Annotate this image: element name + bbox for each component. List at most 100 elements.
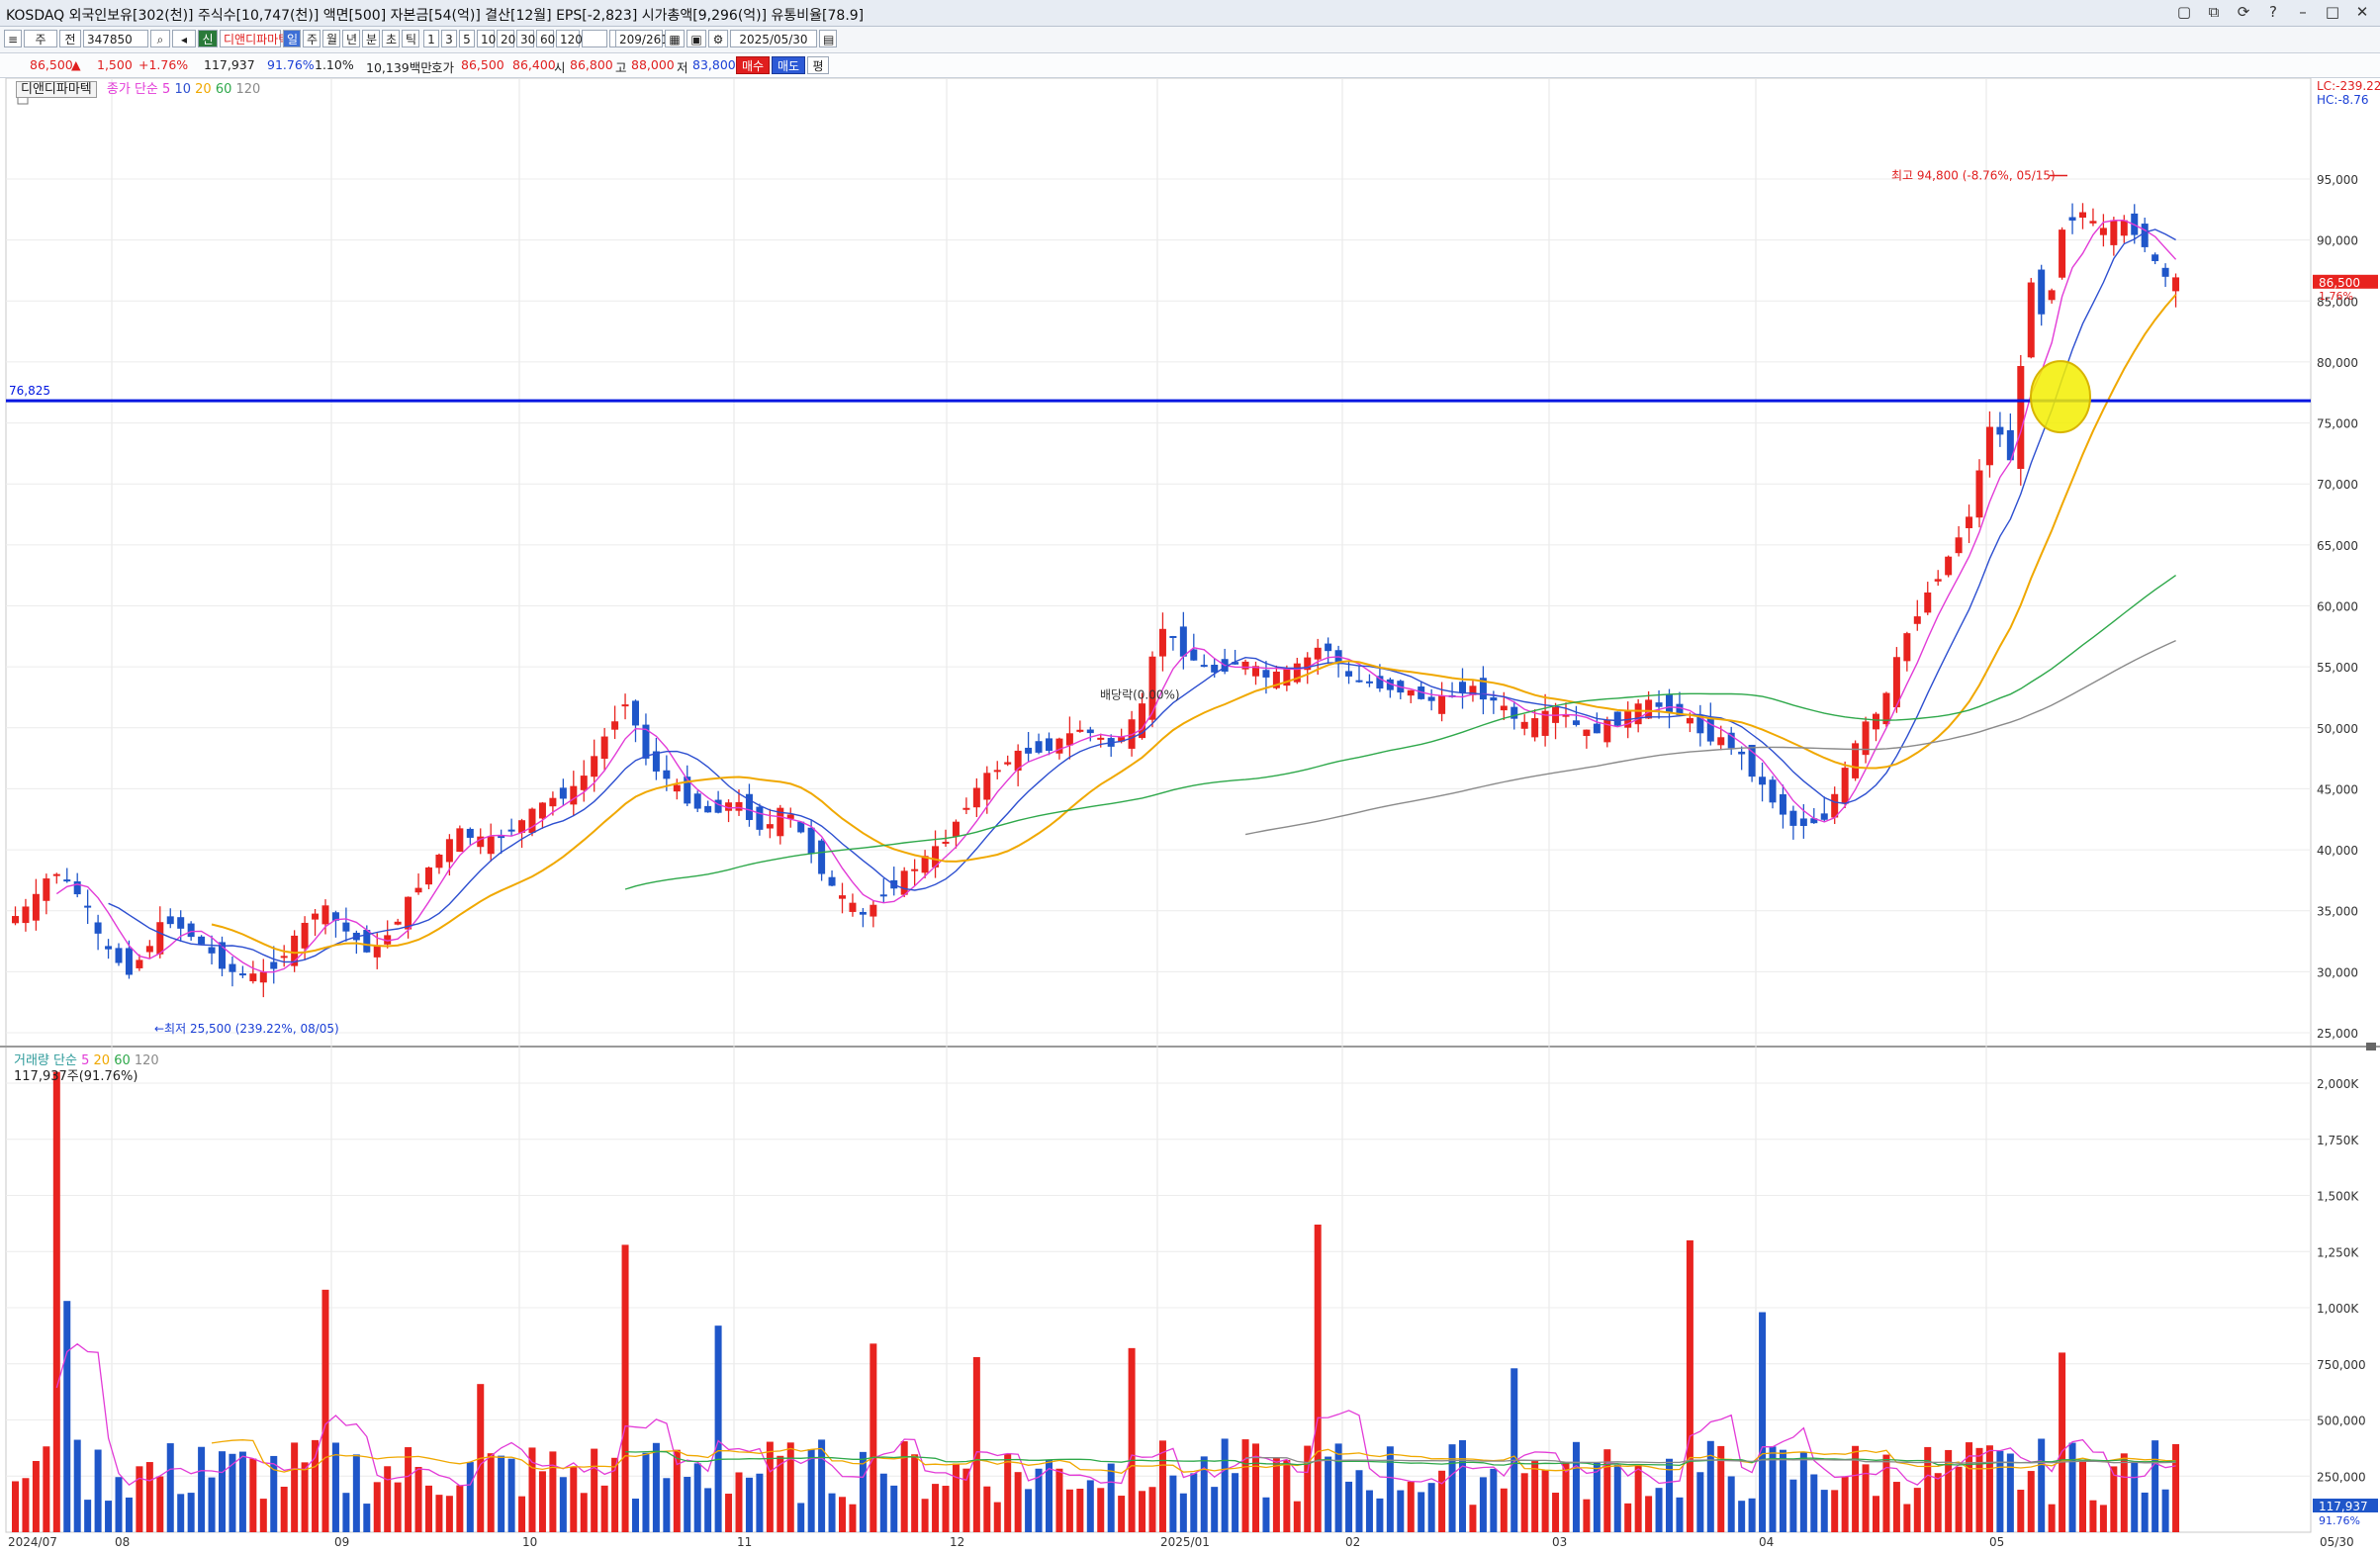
average-button[interactable]: 평 xyxy=(807,56,829,74)
price-change: 1,500 xyxy=(97,57,133,72)
price-tick-label: 30,000 xyxy=(2317,965,2358,979)
candle-body xyxy=(1345,671,1353,677)
turnover: 1.10% xyxy=(315,57,354,72)
volume-bar xyxy=(1190,1473,1198,1532)
volume-bar xyxy=(352,1454,360,1532)
volume-bar xyxy=(1376,1498,1384,1532)
gear-icon[interactable]: ⚙ xyxy=(708,30,728,47)
candle-body xyxy=(1572,720,1580,725)
market-select[interactable]: 전 xyxy=(59,30,81,47)
volume-current-label: 117,937주(91.76%) xyxy=(14,1069,138,1084)
volume-ratio: 91.76% xyxy=(267,57,315,72)
interval-5[interactable]: 5 xyxy=(459,30,475,47)
current-price-tag-pct: 1.76% xyxy=(2319,290,2353,303)
period-day[interactable]: 일 xyxy=(283,30,301,47)
volume-bar xyxy=(435,1495,443,1532)
volume-bar xyxy=(1490,1468,1498,1532)
candle-body xyxy=(839,895,846,899)
price-tick-label: 60,000 xyxy=(2317,600,2358,614)
link-icon[interactable]: ▢ xyxy=(2176,3,2192,21)
volume-bar xyxy=(1076,1488,1084,1532)
minimize-icon[interactable]: – xyxy=(2299,3,2307,21)
volume-bar xyxy=(507,1458,515,1532)
volume-bar xyxy=(312,1439,320,1532)
volume-bar xyxy=(1293,1501,1301,1532)
x-axis-label: 2025/01 xyxy=(1160,1535,1210,1549)
interval-60[interactable]: 60 xyxy=(536,30,555,47)
vol-ma-120: 120 xyxy=(134,1053,159,1068)
interval-custom-input[interactable] xyxy=(582,30,607,47)
volume-bar xyxy=(1759,1312,1767,1532)
volume-bar xyxy=(270,1455,278,1532)
sell-button[interactable]: 매도 xyxy=(772,56,805,74)
help-icon[interactable]: ? xyxy=(2269,3,2277,21)
candle-body xyxy=(1272,671,1280,688)
stock-chart-svg[interactable]: 95,000 90,000 85,000 80,000 75,000 70,000 65,0… xyxy=(0,77,2380,1549)
interval-20[interactable]: 20 xyxy=(497,30,515,47)
new-badge: 신 xyxy=(198,30,218,47)
interval-30[interactable]: 30 xyxy=(516,30,535,47)
candle-body xyxy=(1065,733,1073,746)
window-title: KOSDAQ 외국인보유[302(천)] 주식수[10,747(천)] 액면[5… xyxy=(6,8,865,24)
calendar-icon[interactable]: ▤ xyxy=(819,30,837,47)
date-input[interactable]: 2025/05/30 xyxy=(730,30,817,47)
price-tick-label: 25,000 xyxy=(2317,1027,2358,1041)
maximize-icon[interactable]: □ xyxy=(2325,3,2340,21)
x-axis-label: 12 xyxy=(950,1535,964,1549)
volume-bar xyxy=(1645,1496,1653,1532)
volume-bar xyxy=(2038,1438,2046,1532)
volume-bar xyxy=(208,1477,216,1532)
period-tick[interactable]: 틱 xyxy=(402,30,419,47)
menu-icon[interactable]: ≡ xyxy=(4,30,22,47)
candle-body xyxy=(1873,713,1879,730)
volume-bar xyxy=(1118,1496,1126,1532)
stock-name[interactable]: 디앤디파마텍 xyxy=(220,30,289,47)
search-icon[interactable]: ⌕ xyxy=(150,30,170,47)
candle-body xyxy=(952,821,960,837)
volume-bar xyxy=(456,1485,464,1532)
chart-area[interactable]: 95,000 90,000 85,000 80,000 75,000 70,000 65,0… xyxy=(0,77,2380,1549)
candle-body xyxy=(1293,663,1301,683)
volume-bar xyxy=(932,1484,940,1532)
price-panel-tab-label[interactable]: 디앤디파마텍 xyxy=(16,81,97,98)
candle-body xyxy=(632,700,639,726)
candle-body xyxy=(166,916,174,925)
period-second[interactable]: 초 xyxy=(382,30,400,47)
speaker-icon[interactable]: ◂ xyxy=(172,30,196,47)
volume-bar xyxy=(1593,1462,1601,1532)
volume-tick-label: 2,000K xyxy=(2317,1077,2359,1091)
candle-body xyxy=(145,946,153,953)
close-icon[interactable]: ✕ xyxy=(2355,3,2369,21)
period-minute[interactable]: 분 xyxy=(362,30,380,47)
volume-bar xyxy=(425,1485,432,1532)
refresh-icon[interactable]: ⟳ xyxy=(2237,3,2250,21)
interval-1[interactable]: 1 xyxy=(423,30,439,47)
code-input[interactable]: 347850 xyxy=(83,30,148,47)
period-year[interactable]: 년 xyxy=(342,30,360,47)
volume-bar xyxy=(414,1466,422,1532)
table-icon[interactable]: ▦ xyxy=(665,30,685,47)
copy-icon[interactable]: ⧉ xyxy=(2208,3,2220,21)
period-week[interactable]: 주 xyxy=(303,30,320,47)
interval-3[interactable]: 3 xyxy=(441,30,457,47)
candle-body xyxy=(766,824,774,829)
ma-legend-120: 120 xyxy=(235,82,261,97)
volume-bar xyxy=(1603,1449,1611,1532)
high-label: 고 xyxy=(615,60,627,75)
interval-10[interactable]: 10 xyxy=(477,30,496,47)
candle-body xyxy=(1789,810,1797,826)
candle-body xyxy=(1500,705,1508,711)
volume-bar xyxy=(870,1343,877,1532)
mode-select[interactable]: 주 xyxy=(24,30,57,47)
volume-bar xyxy=(1541,1470,1549,1532)
interval-120[interactable]: 120 xyxy=(556,30,583,47)
volume-bar xyxy=(94,1449,102,1532)
candle-body xyxy=(993,770,1001,773)
volume-bar xyxy=(1727,1476,1735,1532)
buy-button[interactable]: 매수 xyxy=(736,56,770,74)
lock-icon[interactable]: ▣ xyxy=(687,30,706,47)
period-month[interactable]: 월 xyxy=(322,30,340,47)
low-label: 저 xyxy=(677,60,688,75)
candle-body xyxy=(1004,762,1012,765)
candle-body xyxy=(725,802,733,811)
